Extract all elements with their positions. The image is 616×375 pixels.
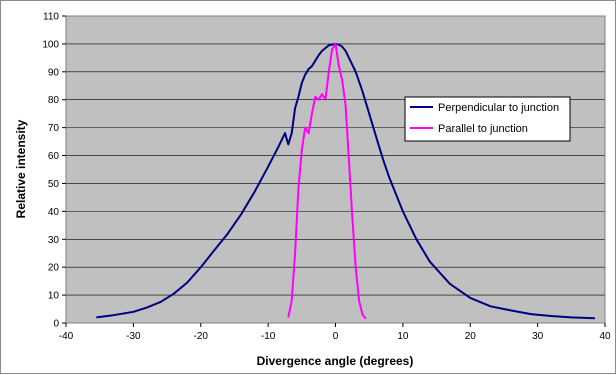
- x-tick-label: -20: [194, 331, 209, 342]
- series-layer: [96, 42, 595, 320]
- y-tick-labels: 0 10 20 30 40 50 60 70 80 90 100 110: [42, 12, 66, 330]
- y-tick-label: 90: [48, 67, 60, 78]
- y-tick-label: 70: [48, 123, 60, 134]
- x-axis-title: Divergence angle (degrees): [257, 354, 414, 368]
- x-tick-label: -30: [126, 331, 141, 342]
- y-tick-label: 110: [43, 12, 59, 23]
- y-tick-label: 0: [53, 319, 59, 330]
- y-tick-label: 10: [48, 291, 60, 302]
- x-tick-label: 30: [532, 331, 544, 342]
- x-tick-label: 20: [465, 331, 477, 342]
- plot-area: [66, 16, 605, 323]
- series-line-parallel: [287, 42, 367, 320]
- y-tick-label: 30: [48, 235, 60, 246]
- y-tick-label: 50: [48, 179, 60, 190]
- x-tick-label: 10: [397, 331, 409, 342]
- x-tick-label: -10: [261, 331, 276, 342]
- legend-box: [404, 96, 571, 142]
- legend: Perpendicular to junction Parallel to ju…: [404, 96, 571, 142]
- y-axis-title: Relative intensity: [14, 119, 28, 218]
- y-tick-label: 80: [48, 95, 60, 106]
- y-tick-label: 60: [48, 151, 60, 162]
- y-tick-label: 20: [48, 263, 60, 274]
- x-tick-labels: -40 -30 -20 -10 0 10 20 30 40: [59, 323, 611, 342]
- legend-label-parallel: Parallel to junction: [438, 123, 528, 135]
- y-tick-label: 100: [42, 39, 59, 50]
- x-tick-label: 0: [333, 331, 339, 342]
- legend-label-perpendicular: Perpendicular to junction: [438, 102, 559, 114]
- x-tick-label: 40: [599, 331, 611, 342]
- series-line-perpendicular: [96, 42, 595, 320]
- y-tick-label: 40: [48, 207, 60, 218]
- x-tick-label: -40: [59, 331, 74, 342]
